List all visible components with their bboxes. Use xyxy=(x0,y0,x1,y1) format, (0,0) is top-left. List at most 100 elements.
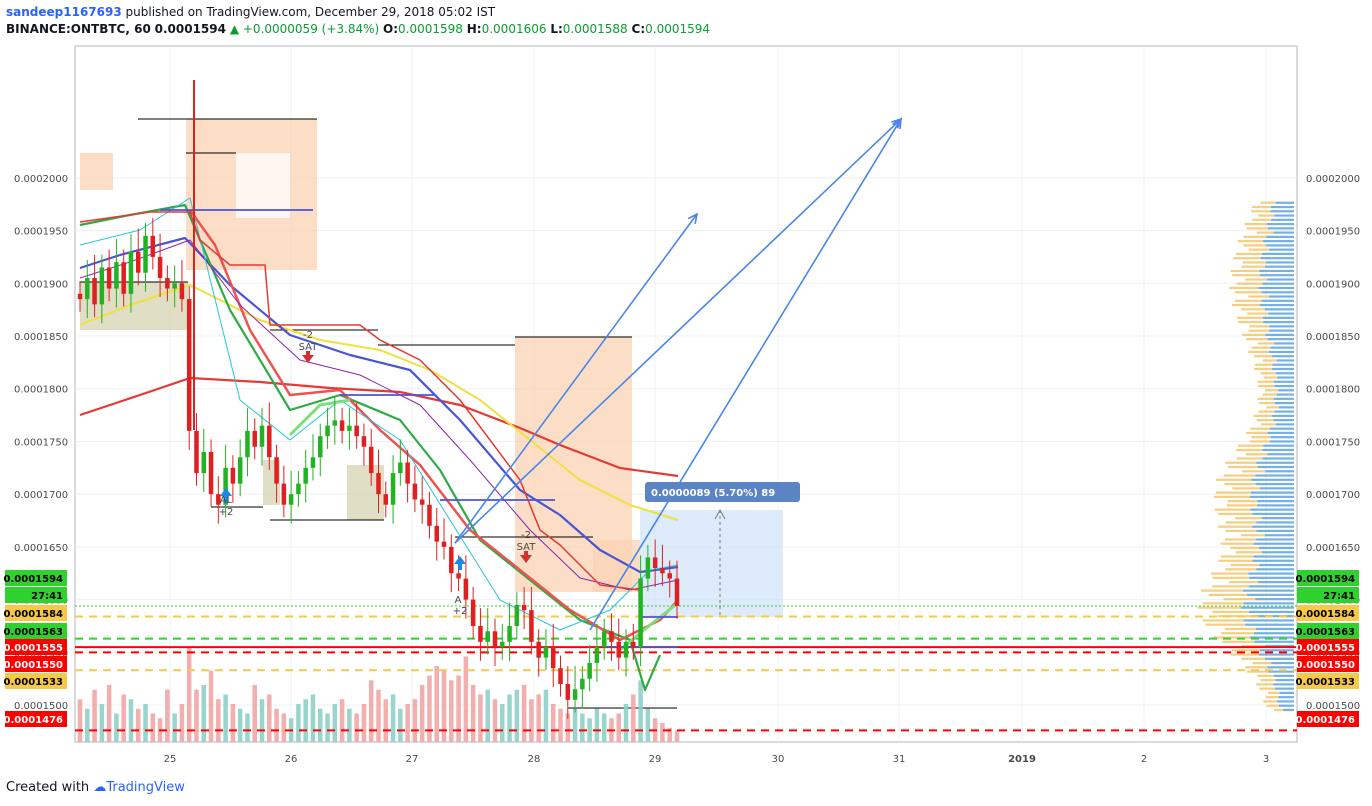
volume-bar xyxy=(85,708,90,742)
volume-profile-bar-buy xyxy=(1269,427,1294,430)
volume-profile-bar-buy xyxy=(1273,419,1294,422)
volume-profile-bar-buy xyxy=(1255,627,1294,631)
volume-profile-bar-sell xyxy=(1248,350,1269,354)
price-tag-text-left: 0.0001594 xyxy=(4,574,64,585)
volume-profile-bar-buy xyxy=(1265,470,1294,473)
volume-profile-bar-sell xyxy=(1212,576,1250,579)
volume-profile-bar-buy xyxy=(1267,227,1294,230)
volume-profile-bar-sell xyxy=(1258,214,1275,217)
zone-overlays xyxy=(80,118,783,709)
volume-profile-bar-sell xyxy=(1211,572,1249,575)
candle-body xyxy=(594,647,600,663)
candle-body xyxy=(514,604,520,626)
volume-profile-bar-buy xyxy=(1261,299,1294,302)
volume-bar xyxy=(165,689,170,742)
candle-body xyxy=(419,499,425,505)
x-tick-label: 30 xyxy=(772,754,785,765)
x-tick-label: 27 xyxy=(406,754,419,765)
volume-profile-bar-sell xyxy=(1254,367,1273,371)
volume-profile-bar-sell xyxy=(1235,252,1262,256)
volume-bars xyxy=(77,647,680,742)
candle-body xyxy=(660,568,665,574)
y-tick-label-right: 0.0001900 xyxy=(1306,279,1360,290)
candle-body xyxy=(143,235,148,273)
volume-profile-bar-sell xyxy=(1251,210,1271,213)
volume-profile-bar-buy xyxy=(1265,333,1294,336)
volume-profile-bar-sell xyxy=(1262,359,1277,362)
volume-profile-bar-sell xyxy=(1259,687,1275,690)
volume-profile-bar-buy xyxy=(1261,291,1294,294)
volume-profile-bar-buy xyxy=(1274,410,1294,413)
volume-profile-bar-sell xyxy=(1244,222,1267,226)
candle-body xyxy=(194,430,199,474)
candle-body xyxy=(558,668,563,684)
volume-profile-bar-buy xyxy=(1269,325,1294,328)
price-tag-text-right: 0.0001550 xyxy=(1296,660,1356,671)
y-tick-label-left: 0.0001700 xyxy=(14,490,68,501)
volume-profile-bar-sell xyxy=(1258,410,1275,413)
candles xyxy=(77,80,680,719)
candle-body xyxy=(288,494,294,505)
volume-profile-bar-buy xyxy=(1265,657,1294,660)
candle-body xyxy=(85,278,90,300)
volume-profile-bar-buy xyxy=(1256,521,1294,524)
candle-body xyxy=(485,631,490,642)
author-link[interactable]: sandeep1167693 xyxy=(6,5,122,19)
volume-bar xyxy=(558,708,563,742)
volume-profile-bar-buy xyxy=(1253,542,1294,545)
volume-profile-bar-sell xyxy=(1241,657,1266,660)
candle-body xyxy=(303,467,308,484)
volume-profile-bar-buy xyxy=(1263,321,1294,324)
volume-profile-bar-sell xyxy=(1246,227,1268,230)
volume-bar xyxy=(398,708,403,742)
volume-bar xyxy=(114,713,119,742)
volume-bar xyxy=(434,666,440,742)
candle-body xyxy=(332,420,338,426)
candle-body xyxy=(281,483,287,505)
moving-average-line xyxy=(79,203,662,692)
volume-profile-bar-buy xyxy=(1258,581,1294,584)
up-arrow-icon: ▲ xyxy=(229,22,240,36)
candle-body xyxy=(135,251,141,273)
volume-profile-bar-buy xyxy=(1261,551,1294,554)
volume-bar xyxy=(259,699,265,742)
candle-body xyxy=(463,578,469,600)
volume-bar xyxy=(128,699,134,742)
volume-profile-bar-buy xyxy=(1266,222,1294,226)
volume-bar xyxy=(354,713,359,742)
tradingview-brand-link[interactable]: TradingView xyxy=(106,780,185,795)
volume-profile-bar-buy xyxy=(1247,593,1294,596)
candle-body xyxy=(368,446,374,474)
trend-arrow-line xyxy=(454,213,698,544)
volume-profile-bar-buy xyxy=(1251,491,1294,494)
volume-bar xyxy=(667,727,672,742)
volume-profile-bar-buy xyxy=(1274,401,1294,405)
y-tick-label-right: 0.0001950 xyxy=(1306,227,1360,238)
publish-text: published on TradingView.com, December 2… xyxy=(125,5,496,19)
candle-body xyxy=(317,436,323,458)
volume-profile-bar-sell xyxy=(1251,346,1271,349)
y-tick-label-left: 0.0001850 xyxy=(14,332,68,343)
volume-profile-bar-buy xyxy=(1263,240,1294,243)
volume-bar xyxy=(601,713,607,742)
y-tick-label-right: 0.0001500 xyxy=(1306,701,1360,712)
volume-profile-bar-buy xyxy=(1260,487,1294,490)
volume-profile-bar-buy xyxy=(1266,235,1294,238)
volume-profile-bar-sell xyxy=(1225,538,1257,541)
volume-bar xyxy=(405,704,410,742)
volume-profile-bar-buy xyxy=(1278,704,1294,707)
volume-profile-bar-sell xyxy=(1241,265,1266,268)
volume-profile-bar-buy xyxy=(1272,367,1294,371)
volume-profile-bar-sell xyxy=(1247,670,1269,673)
volume-bar xyxy=(172,713,177,742)
zone-rect xyxy=(236,153,290,218)
a2-up-arrow-icon xyxy=(454,556,466,570)
candle-body xyxy=(230,467,236,484)
candle-body xyxy=(456,573,461,579)
volume-profile-bar-sell xyxy=(1235,291,1262,294)
candle-body xyxy=(601,631,607,648)
volume-profile-bar-sell xyxy=(1254,363,1273,366)
volume-profile-bar-sell xyxy=(1248,248,1270,251)
